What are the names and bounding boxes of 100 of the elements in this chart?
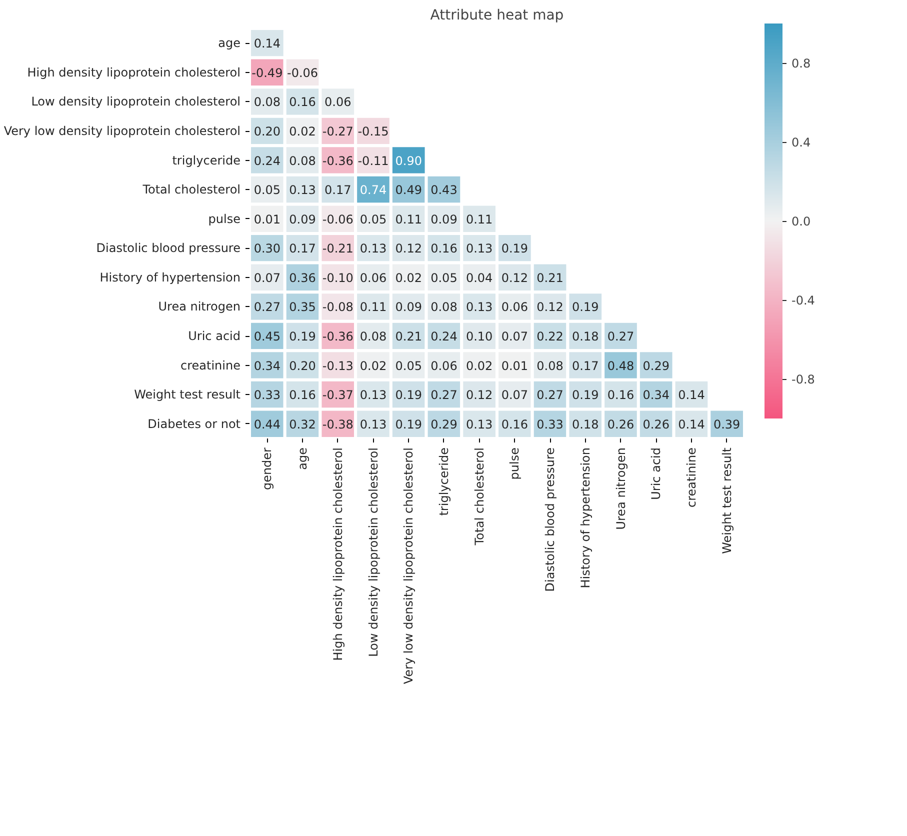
data-label: 0.16 xyxy=(289,388,316,402)
data-label: 0.18 xyxy=(572,330,599,344)
x-tick-label: Weight test result xyxy=(720,447,734,554)
data-label: -0.08 xyxy=(322,300,354,314)
x-tick-label: age xyxy=(296,447,310,470)
data-label: 0.36 xyxy=(289,270,316,285)
data-label: 0.45 xyxy=(254,330,281,344)
data-label: 0.48 xyxy=(607,358,634,373)
data-label: 0.32 xyxy=(289,417,316,432)
data-label: 0.14 xyxy=(678,388,705,402)
data-label: 0.02 xyxy=(466,358,493,373)
data-label: -0.37 xyxy=(322,388,354,402)
data-label: 0.29 xyxy=(430,417,458,432)
data-label: 0.05 xyxy=(360,212,387,226)
data-label: 0.14 xyxy=(678,417,705,432)
chart-title: Attribute heat map xyxy=(430,8,564,24)
data-label: 0.13 xyxy=(466,300,493,314)
data-label: -0.38 xyxy=(322,417,354,432)
data-label: 0.06 xyxy=(501,300,528,314)
data-label: -0.06 xyxy=(322,212,354,226)
data-label: 0.33 xyxy=(254,388,281,402)
data-label: 0.08 xyxy=(360,330,387,344)
data-label: 0.08 xyxy=(536,358,564,373)
data-label: 0.05 xyxy=(395,358,422,373)
data-label: 0.13 xyxy=(289,183,316,198)
data-label: 0.27 xyxy=(430,388,458,402)
data-label: 0.13 xyxy=(360,417,387,432)
data-label: 0.09 xyxy=(395,300,422,314)
data-label: 0.22 xyxy=(536,330,564,344)
data-label: 0.08 xyxy=(289,154,316,168)
data-label: 0.24 xyxy=(430,330,458,344)
data-label: 0.19 xyxy=(572,300,599,314)
y-tick-label: triglyceride xyxy=(172,153,241,168)
data-label: 0.90 xyxy=(395,154,422,168)
data-label: 0.11 xyxy=(466,212,493,226)
data-label: 0.10 xyxy=(466,330,493,344)
data-label: 0.04 xyxy=(466,270,493,285)
data-label: 0.08 xyxy=(430,300,458,314)
data-label: 0.49 xyxy=(395,183,422,198)
data-label: 0.39 xyxy=(713,417,740,432)
y-tick-label: Weight test result xyxy=(134,388,241,402)
y-tick-label: pulse xyxy=(208,212,241,226)
data-label: 0.21 xyxy=(395,330,422,344)
y-tick-label: Total cholesterol xyxy=(142,182,241,197)
y-tick-label: age xyxy=(218,36,241,50)
y-tick-label: Very low density lipoprotein cholesterol xyxy=(4,124,240,138)
data-label: 0.19 xyxy=(501,242,528,256)
data-label: 0.24 xyxy=(254,154,281,168)
data-label: 0.21 xyxy=(536,270,564,285)
data-label: 0.19 xyxy=(572,388,599,402)
y-tick-label: Urea nitrogen xyxy=(158,300,240,314)
data-label: 0.09 xyxy=(289,212,316,226)
data-label: 0.07 xyxy=(501,388,528,402)
data-label: 0.16 xyxy=(430,242,458,256)
data-label: 0.05 xyxy=(254,183,281,198)
data-label: 0.02 xyxy=(289,124,316,138)
data-label: 0.33 xyxy=(536,417,564,432)
data-label: 0.12 xyxy=(536,300,564,314)
data-label: 0.17 xyxy=(572,358,599,373)
color-bar-label: -0.8 xyxy=(792,372,815,386)
data-label: -0.36 xyxy=(322,330,354,344)
data-label: 0.34 xyxy=(642,388,670,402)
data-label: 0.27 xyxy=(536,388,564,402)
data-label: 0.12 xyxy=(466,388,493,402)
data-label: -0.49 xyxy=(252,66,283,80)
data-label: 0.29 xyxy=(642,358,670,373)
color-bar-label: 0.4 xyxy=(792,136,811,150)
data-label: 0.13 xyxy=(360,242,387,256)
color-bar-label: 0.8 xyxy=(792,56,811,70)
data-label: 0.08 xyxy=(254,95,281,110)
data-label: 0.20 xyxy=(289,358,316,373)
data-label: 0.07 xyxy=(501,330,528,344)
data-label: 0.17 xyxy=(324,183,352,198)
data-label: 0.35 xyxy=(289,300,316,314)
data-label: 0.09 xyxy=(430,212,458,226)
data-label: -0.15 xyxy=(358,124,389,138)
x-tick-label: Total cholesterol xyxy=(472,447,486,546)
data-label: 0.06 xyxy=(360,270,387,285)
data-label: 0.06 xyxy=(324,95,352,110)
data-label: 0.13 xyxy=(360,388,387,402)
y-tick-label: Uric acid xyxy=(188,329,241,343)
x-tick-label: triglyceride xyxy=(436,447,451,516)
y-tick-label: Diastolic blood pressure xyxy=(96,241,241,256)
data-label: 0.11 xyxy=(395,212,422,226)
y-tick-label: History of hypertension xyxy=(100,270,241,284)
data-label: 0.18 xyxy=(572,417,599,432)
x-tick-label: Urea nitrogen xyxy=(614,448,628,530)
data-label: 0.34 xyxy=(254,358,281,373)
x-tick-label: History of hypertension xyxy=(578,447,592,588)
data-label: 0.05 xyxy=(430,270,458,285)
data-label: -0.27 xyxy=(322,124,354,138)
data-label: -0.10 xyxy=(322,270,354,285)
data-label: 0.74 xyxy=(360,183,387,198)
data-label: 0.14 xyxy=(254,36,281,51)
data-label: 0.12 xyxy=(501,270,528,285)
data-label: 0.26 xyxy=(642,417,670,432)
y-tick-label: Low density lipoprotein cholesterol xyxy=(31,94,241,109)
data-label: 0.19 xyxy=(289,330,316,344)
x-tick-label: Low density lipoprotein cholesterol xyxy=(366,447,380,657)
data-label: 0.19 xyxy=(395,388,422,402)
